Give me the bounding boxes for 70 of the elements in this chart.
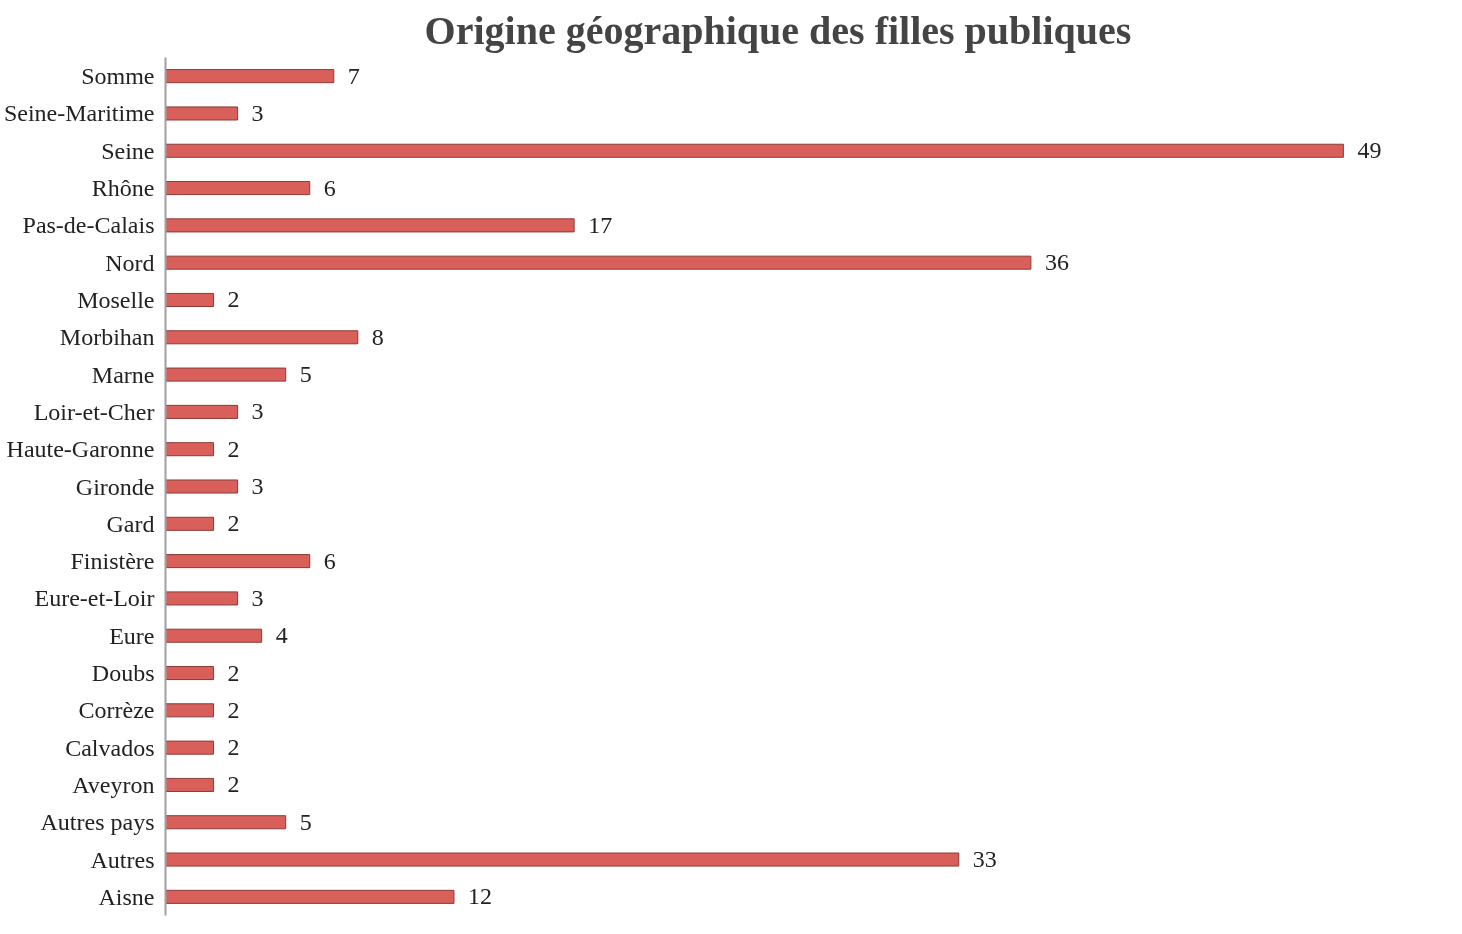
- bar: [165, 665, 215, 681]
- data-label: 36: [1044, 249, 1069, 276]
- bar: [165, 404, 239, 419]
- bar: [165, 516, 215, 531]
- data-label: 3: [251, 99, 264, 126]
- y-tick-label: Autres pays: [40, 809, 155, 836]
- y-tick-label: Autres: [90, 846, 155, 873]
- data-label: 2: [227, 734, 240, 761]
- bar: [165, 852, 960, 867]
- y-tick-label: Finistère: [70, 548, 155, 575]
- data-label: 6: [323, 547, 336, 574]
- data-label: 3: [251, 473, 264, 499]
- y-tick-label: Somme: [81, 63, 155, 90]
- y-tick-label: Pas-de-Calais: [22, 212, 155, 239]
- y-tick-label: Seine: [101, 137, 155, 164]
- bar: [165, 143, 1344, 158]
- bar: [165, 181, 311, 196]
- bar: [165, 255, 1032, 270]
- bar: [165, 740, 215, 755]
- data-label: 3: [251, 398, 264, 425]
- y-tick-label: Calvados: [65, 734, 155, 761]
- bar: [165, 218, 575, 233]
- data-label: 2: [227, 771, 240, 798]
- data-label: 7: [347, 62, 360, 89]
- data-label: 2: [227, 696, 240, 723]
- data-label: 5: [299, 808, 312, 835]
- bar: [165, 479, 239, 494]
- y-tick-label: Eure: [109, 622, 155, 649]
- bar: [165, 106, 239, 121]
- y-tick-label: Seine-Maritime: [3, 100, 155, 127]
- bar: [165, 889, 455, 904]
- data-label: 8: [371, 323, 384, 350]
- data-label: 2: [227, 286, 240, 313]
- y-tick-label: Rhône: [91, 175, 155, 202]
- bar: [165, 815, 287, 830]
- data-label: 5: [299, 361, 312, 388]
- chart-title: Origine géographique des filles publiques: [424, 7, 1132, 53]
- y-tick-label: Aveyron: [72, 771, 155, 798]
- y-tick-label: Doubs: [91, 660, 155, 687]
- y-tick-label: Nord: [105, 249, 155, 276]
- data-label: 12: [467, 883, 492, 910]
- data-label: 3: [251, 584, 264, 611]
- y-tick-label: Haute-Garonne: [6, 436, 155, 463]
- data-label: 2: [227, 510, 240, 537]
- data-label: 6: [323, 174, 336, 201]
- data-label: 17: [588, 211, 613, 238]
- data-label: 2: [227, 435, 240, 462]
- y-tick-label: Marne: [91, 361, 155, 388]
- data-label: 4: [275, 622, 288, 649]
- bar: [165, 69, 335, 84]
- y-tick-label: Gironde: [75, 473, 155, 500]
- y-tick-label: Corrèze: [78, 697, 155, 724]
- bar: [165, 554, 311, 569]
- bar: [165, 367, 287, 382]
- y-tick-label: Morbihan: [59, 324, 155, 351]
- bar: [165, 292, 215, 308]
- y-tick-label: Moselle: [77, 286, 155, 313]
- data-label: 49: [1357, 137, 1382, 164]
- y-tick-label: Aisne: [98, 883, 155, 910]
- bar: [165, 777, 215, 792]
- data-label: 2: [227, 659, 240, 686]
- bar: [165, 703, 215, 718]
- y-tick-label: Gard: [106, 510, 155, 537]
- bar: [165, 330, 359, 345]
- bar: [165, 628, 263, 643]
- y-tick-label: Eure-et-Loir: [34, 585, 155, 612]
- bar: [165, 591, 239, 606]
- data-label: 33: [972, 846, 997, 873]
- y-tick-label: Loir-et-Cher: [33, 398, 155, 425]
- bar: [165, 442, 215, 457]
